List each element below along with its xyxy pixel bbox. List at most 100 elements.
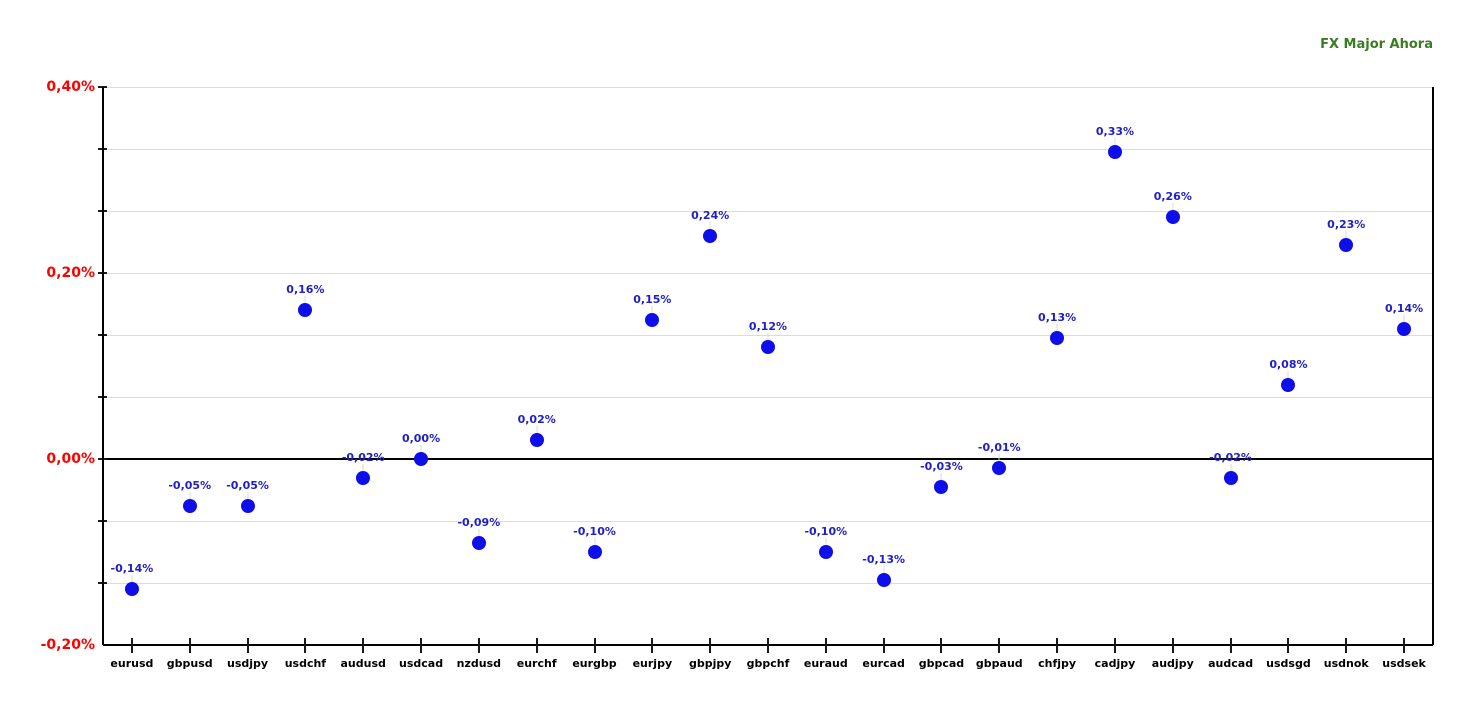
label-leader-line [594,538,596,546]
label-leader-line [1056,324,1058,333]
data-point [1050,331,1065,346]
x-axis-tick [1345,638,1348,653]
x-axis-tick [824,638,827,653]
label-leader-line [1287,370,1289,379]
data-point-label: -0,02% [1209,450,1252,464]
x-axis-tick [362,638,365,653]
x-category-label: nzdusd [456,657,502,670]
label-leader-line [998,454,1000,463]
x-axis-tick [998,638,1001,653]
x-axis-tick [477,638,480,653]
label-leader-line [883,565,885,574]
x-axis-tick [1229,638,1232,653]
data-point [1107,145,1122,160]
x-category-label: chfjpy [1038,657,1077,670]
gridline [103,272,1433,274]
data-point [703,228,718,243]
data-point [1223,470,1238,485]
data-point [1397,321,1412,336]
data-point-label: -0,10% [573,525,616,538]
x-category-label: euraud [803,657,848,670]
data-point-label: 0,14% [1384,301,1424,315]
data-point-label: 0,00% [401,432,441,445]
label-leader-line [1172,203,1174,212]
data-point-label: -0,03% [920,459,963,473]
data-point [761,340,775,355]
x-category-label: eurcad [862,657,905,670]
x-axis-tick [420,638,423,653]
label-leader-line [709,221,711,230]
label-leader-line [940,472,942,481]
label-leader-line [131,575,133,584]
data-point [645,312,660,327]
data-point-label: 0,26% [1153,190,1192,204]
gridline [103,582,1433,584]
x-category-label: gbpaud [975,657,1023,670]
data-point [934,479,949,494]
y-tick-label: 0,40% [46,79,95,95]
data-point [876,572,891,587]
x-category-label: usdjpy [227,657,269,670]
x-category-label: gbpusd [166,657,213,670]
x-category-label: audcad [1208,657,1254,670]
data-point-label: -0,14% [110,562,154,576]
x-axis-tick [767,638,769,653]
x-category-label: usdnok [1323,657,1369,670]
x-category-label: eurchf [516,657,557,670]
data-point-label: 0,12% [748,320,788,334]
x-axis-tick [130,638,133,653]
data-point [992,461,1007,476]
x-category-label: cadjpy [1094,657,1136,670]
data-point [818,545,833,559]
label-leader-line [478,528,480,537]
data-point [356,470,371,485]
data-point [182,498,197,513]
label-leader-line [1345,231,1347,240]
y-tick-label: 0,20% [46,265,95,281]
data-point-label: -0,09% [457,515,501,529]
data-point-label: -0,05% [226,478,269,492]
data-point [1339,238,1354,253]
x-axis-tick [651,638,654,653]
data-point [414,452,429,466]
x-axis-tick [1171,638,1174,653]
data-point-label: 0,13% [1038,311,1077,325]
y-tick-label: -0,20% [40,637,95,653]
label-leader-line [247,491,249,500]
data-point-label: 0,16% [286,283,325,297]
x-category-label: eurjpy [632,657,673,670]
label-leader-line [1403,314,1405,323]
data-point-label: -0,02% [341,450,385,464]
data-point [124,582,139,597]
gridline [103,86,1433,88]
x-category-label: gbpchf [746,657,790,670]
x-axis-tick [940,638,943,653]
zero-line [103,458,1433,460]
x-category-label: audjpy [1151,657,1194,670]
data-point [298,303,313,318]
label-leader-line [304,296,306,305]
label-leader-line [362,463,364,472]
x-axis-tick [304,638,307,653]
x-axis-tick [1056,638,1059,653]
x-category-label: gbpjpy [688,657,732,670]
plot-right-border [1432,87,1434,645]
data-point-label: -0,01% [977,441,1021,455]
data-point-label: 0,23% [1327,218,1366,232]
data-point-label: -0,10% [804,525,848,538]
label-leader-line [1230,463,1232,472]
label-leader-line [1114,138,1116,147]
data-point-label: 0,15% [633,292,672,306]
data-point-label: -0,05% [168,478,212,492]
x-category-label: usdchf [284,657,327,670]
data-point-label: 0,08% [1269,357,1308,371]
x-axis-tick [593,638,596,653]
x-axis-tick [246,638,249,653]
y-tick-label: 0,00% [46,451,95,467]
gridline [103,210,1433,212]
y-axis-line [102,87,104,645]
x-category-label: gbpcad [918,657,965,670]
data-point [471,535,486,550]
data-point-label: 0,24% [691,208,730,222]
